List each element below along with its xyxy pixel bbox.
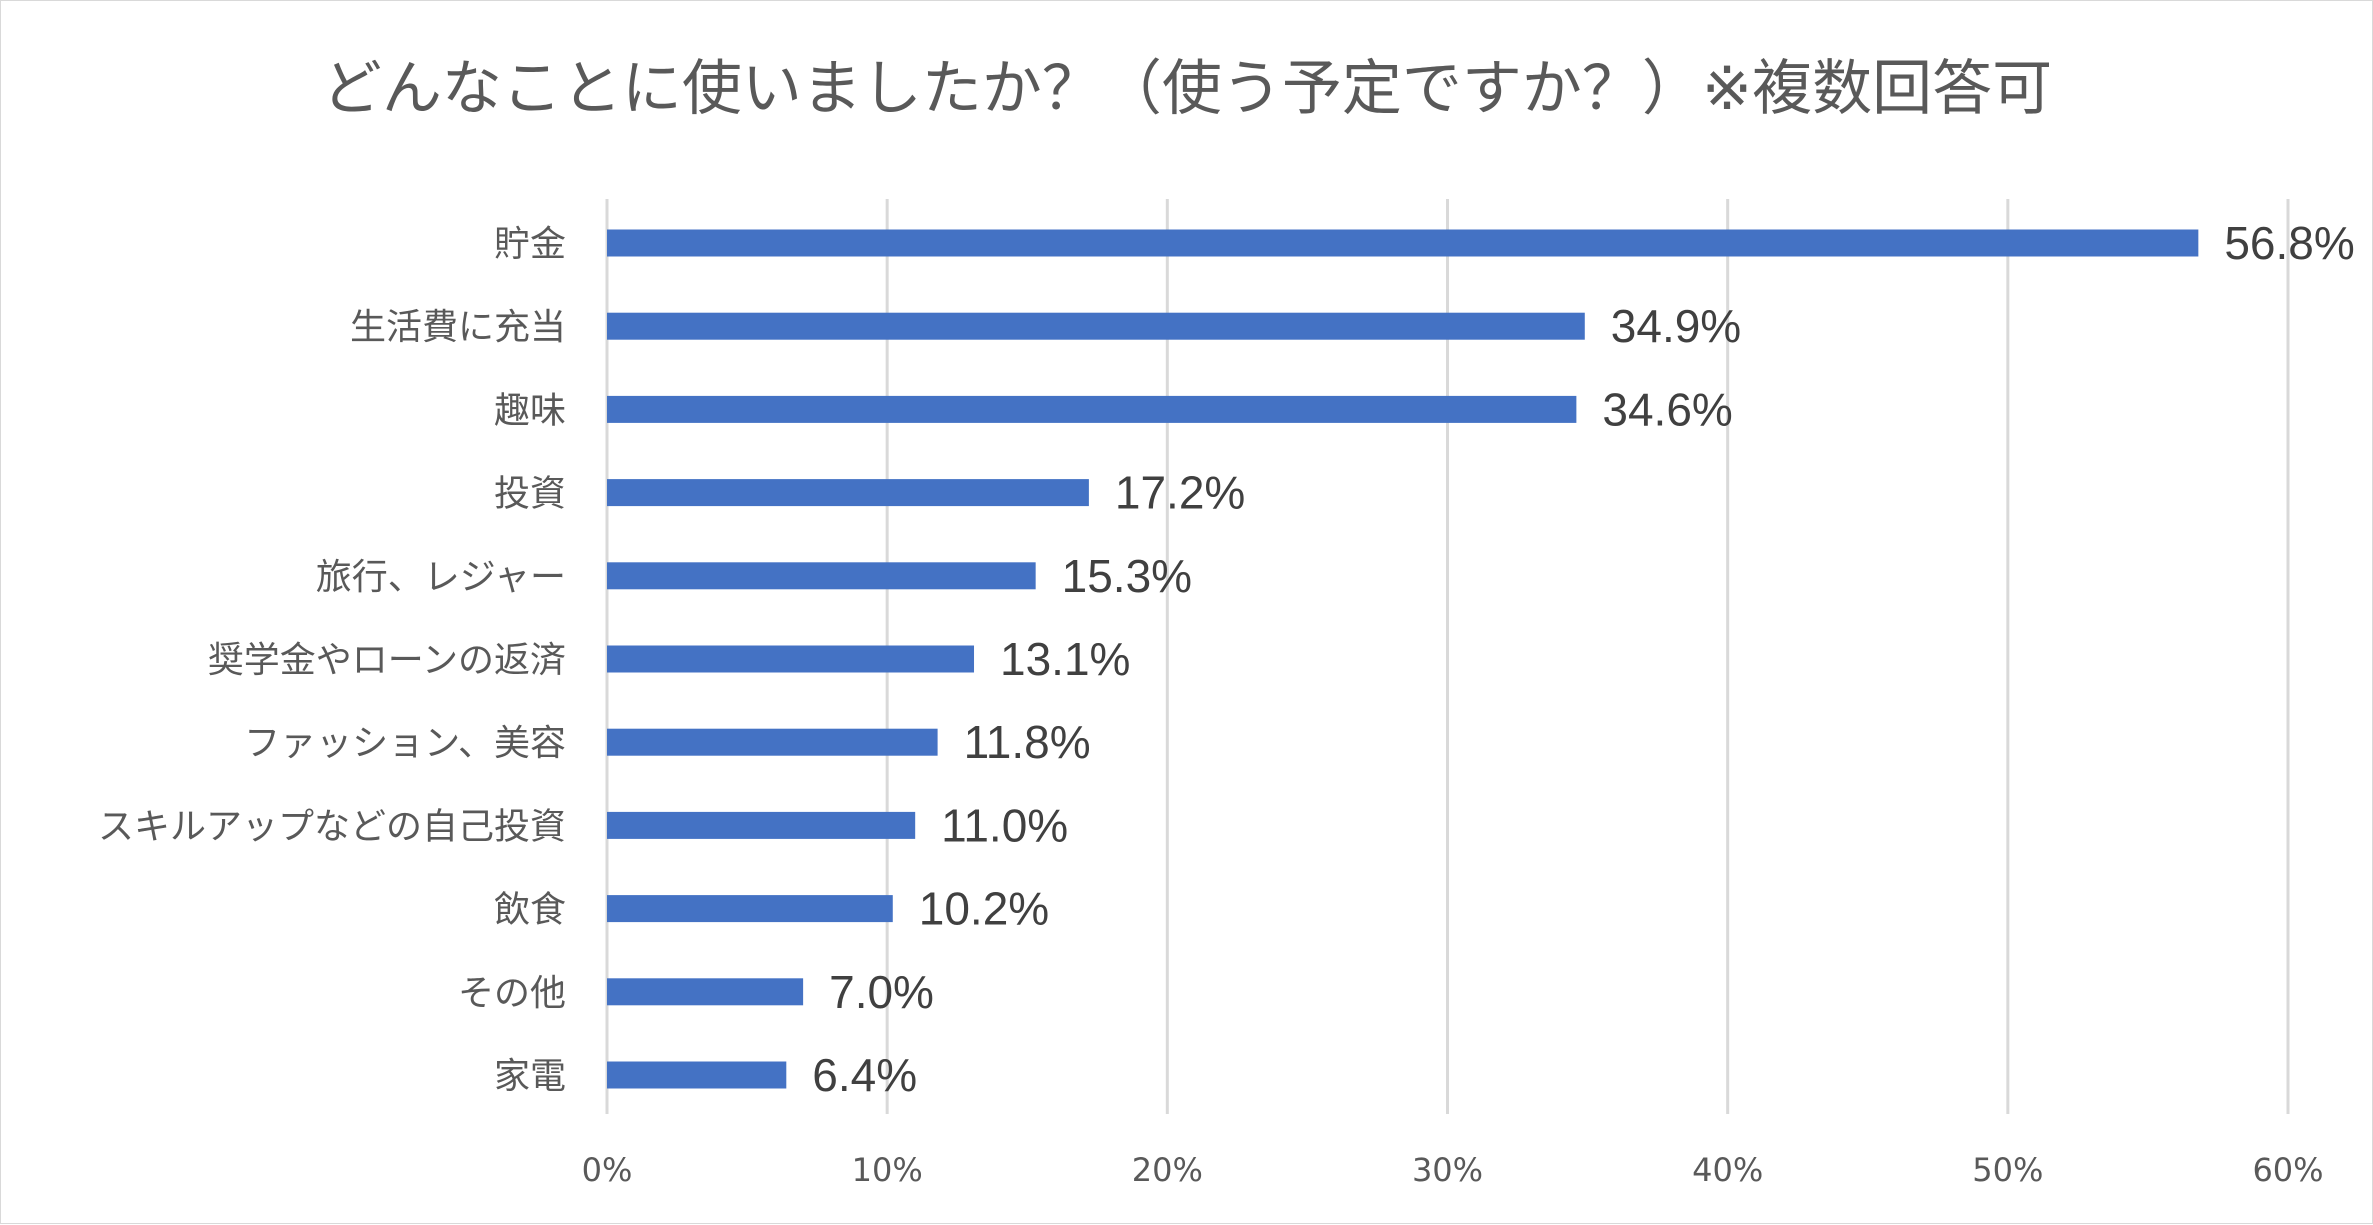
- data-label: 15.3%: [1062, 550, 1192, 602]
- data-label: 34.6%: [1602, 383, 1732, 435]
- data-label: 10.2%: [919, 883, 1049, 935]
- data-label: 11.8%: [964, 716, 1091, 768]
- category-labels: 貯金生活費に充当趣味投資旅行、レジャー奨学金やローンの返済ファッション、美容スキ…: [98, 224, 566, 1097]
- x-axis-tick-labels: 0% 10% 20% 30% 40% 50% 60%: [582, 1151, 2324, 1189]
- bar: [607, 312, 1585, 340]
- category-label: 飲食: [494, 890, 566, 931]
- category-label: 奨学金やローンの返済: [208, 640, 566, 681]
- bar: [607, 978, 804, 1006]
- data-labels: 56.8% 34.9% 34.6% 17.2% 15.3% 13.1% 11.8% 11.0%…: [812, 217, 2354, 1101]
- data-label: 7.0%: [829, 966, 934, 1018]
- category-label: 投資: [494, 474, 566, 515]
- bar: [607, 1061, 787, 1089]
- category-label: 家電: [494, 1056, 566, 1097]
- bars: [607, 229, 2199, 1089]
- bar: [607, 395, 1577, 423]
- x-tick-label: 20%: [1132, 1151, 1203, 1189]
- category-label: 貯金: [494, 224, 566, 265]
- category-label: スキルアップなどの自己投資: [98, 806, 566, 847]
- category-label: その他: [458, 973, 566, 1014]
- x-tick-label: 10%: [852, 1151, 923, 1189]
- category-label: 旅行、レジャー: [316, 557, 566, 598]
- bar: [607, 562, 1036, 590]
- category-label: 趣味: [494, 390, 566, 431]
- category-label: ファッション、美容: [244, 723, 566, 764]
- data-label: 13.1%: [1000, 633, 1130, 685]
- bar: [607, 728, 938, 756]
- x-tick-label: 40%: [1692, 1151, 1763, 1189]
- x-tick-label: 30%: [1412, 1151, 1483, 1189]
- data-label: 6.4%: [812, 1049, 917, 1101]
- data-label: 17.2%: [1115, 467, 1245, 519]
- x-tick-label: 60%: [2252, 1151, 2323, 1189]
- data-label: 34.9%: [1611, 300, 1741, 352]
- bar: [607, 229, 2199, 257]
- bar: [607, 645, 975, 673]
- x-tick-label: 50%: [1972, 1151, 2043, 1189]
- data-label: 11.0%: [941, 799, 1068, 851]
- category-label: 生活費に充当: [350, 307, 566, 348]
- x-tick-label: 0%: [582, 1151, 633, 1189]
- chart-title: どんなことに使いましたか？（使う予定ですか？）※複数回答可: [322, 54, 2052, 124]
- bar: [607, 811, 916, 839]
- gridlines: [605, 199, 2290, 1114]
- bar: [607, 479, 1089, 507]
- bar: [607, 895, 893, 923]
- data-label: 56.8%: [2224, 217, 2354, 269]
